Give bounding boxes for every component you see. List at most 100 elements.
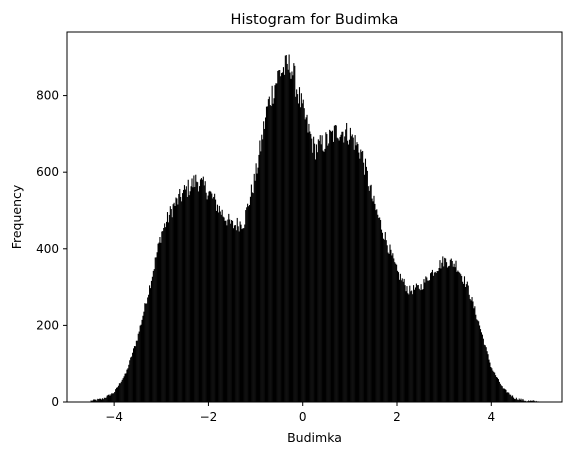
histogram-bar	[119, 383, 121, 402]
histogram-bar	[249, 196, 251, 402]
histogram-bar	[258, 154, 260, 402]
histogram-bar	[481, 334, 483, 402]
histogram-bar	[208, 191, 210, 402]
histogram-bar	[348, 139, 350, 402]
histogram-bar	[379, 217, 381, 402]
histogram-bar	[273, 98, 275, 403]
histogram-bar	[325, 132, 327, 402]
histogram-bar	[281, 72, 284, 402]
histogram-bar	[477, 320, 479, 402]
histogram-bar	[185, 186, 187, 402]
histogram-bar	[95, 399, 97, 402]
histogram-bar	[411, 290, 413, 402]
histogram-bar	[390, 249, 392, 402]
histogram-bar	[449, 259, 451, 402]
histogram-bar	[209, 190, 211, 402]
histogram-bar	[274, 85, 276, 402]
histogram-bar	[147, 297, 149, 402]
histogram-bar	[199, 179, 202, 402]
histogram-bar	[455, 260, 457, 402]
histogram-bar	[376, 209, 378, 402]
histogram-bar	[116, 387, 119, 402]
histogram-bar	[203, 185, 205, 402]
histogram-bar	[471, 297, 473, 402]
histogram-bar	[169, 206, 171, 402]
histogram-bar	[143, 311, 145, 402]
histogram-bar	[97, 398, 99, 402]
y-tick-label: 200	[36, 318, 59, 332]
histogram-bar	[177, 204, 179, 402]
histogram-bar	[358, 152, 360, 402]
histogram-bar	[124, 373, 126, 402]
histogram-bar	[369, 185, 371, 402]
histogram-bar	[270, 106, 272, 402]
histogram-bar	[118, 383, 120, 402]
histogram-bar	[522, 398, 524, 402]
histogram-bar	[514, 399, 516, 402]
histogram-bar	[263, 121, 265, 403]
histogram-bar	[443, 266, 445, 402]
histogram-bar	[202, 176, 204, 402]
histogram-bar	[144, 303, 146, 402]
histogram-bar	[279, 70, 281, 402]
histogram-bar	[295, 96, 297, 403]
histogram-bar	[336, 137, 338, 403]
histogram-bar	[488, 359, 490, 402]
histogram-bar	[290, 78, 292, 402]
histogram-bar	[199, 186, 201, 402]
histogram-bar	[102, 399, 104, 402]
histogram-bar	[487, 354, 489, 402]
histogram-bar	[214, 193, 216, 402]
histogram-bar	[300, 93, 302, 402]
histogram-bar	[106, 395, 108, 402]
histogram-bar	[232, 228, 235, 402]
histogram-bar	[472, 301, 474, 402]
histogram-bar	[94, 399, 96, 402]
histogram-bar	[111, 393, 113, 402]
histogram-bar	[308, 123, 310, 402]
histogram-bar	[406, 286, 408, 402]
histogram-bar	[252, 193, 254, 402]
histogram-bar	[337, 138, 339, 402]
chart-title: Histogram for Budimka	[231, 12, 399, 28]
histogram-bar	[176, 198, 178, 402]
histogram-bar	[158, 242, 160, 402]
histogram-bar	[267, 99, 269, 402]
histogram-bar	[222, 216, 224, 402]
histogram-bar	[139, 325, 141, 402]
histogram-bar	[412, 294, 414, 402]
histogram-bar	[502, 388, 504, 402]
histogram-bar	[423, 279, 425, 402]
histogram-bar	[225, 220, 227, 402]
histogram-bar	[173, 202, 175, 402]
histogram-bar	[457, 270, 459, 402]
histogram-bar	[134, 346, 136, 402]
histogram-bar	[204, 181, 206, 402]
histogram-bar	[381, 232, 383, 402]
histogram-bar	[323, 151, 325, 402]
histogram-bar	[156, 252, 158, 402]
histogram-bar	[264, 128, 266, 402]
histogram-bar	[291, 71, 293, 403]
histogram-bar	[98, 399, 100, 402]
histogram-bar	[465, 284, 467, 402]
histogram-bar	[128, 364, 130, 402]
histogram-bar	[237, 226, 239, 402]
histogram-bar	[394, 262, 396, 402]
histogram-bar	[293, 63, 295, 402]
histogram-bar	[452, 266, 454, 402]
histogram-bar	[275, 83, 277, 402]
histogram-bar	[468, 294, 470, 402]
histogram-bar	[140, 324, 142, 402]
histogram-bar	[384, 232, 386, 402]
histogram-bar	[182, 189, 185, 402]
histogram-bar	[375, 210, 377, 402]
histogram-bar	[288, 54, 290, 403]
histogram-bar	[244, 224, 246, 402]
histogram-bar	[525, 400, 527, 402]
histogram-bar	[405, 291, 407, 402]
histogram-bar	[294, 65, 296, 402]
histogram-bar	[154, 257, 156, 402]
histogram-bar	[461, 275, 463, 402]
histogram-bar	[123, 376, 125, 402]
